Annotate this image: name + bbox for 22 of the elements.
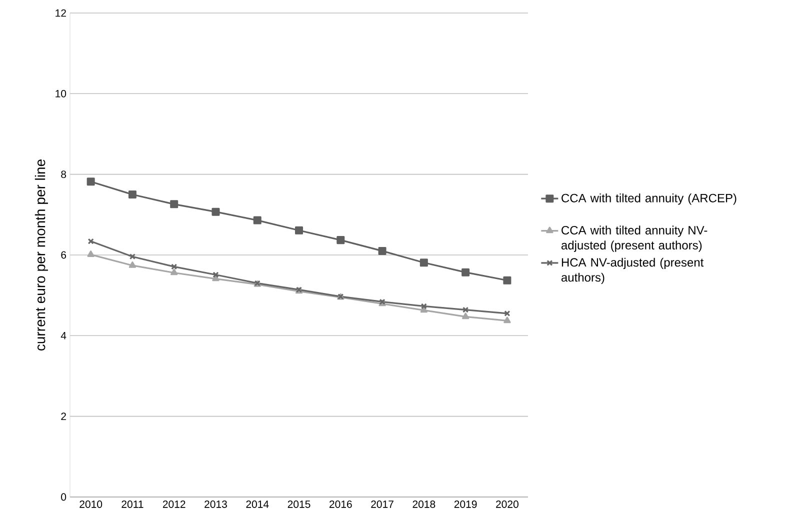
y-tick-label: 2	[61, 412, 66, 420]
x-tick-label: 2015	[288, 500, 310, 508]
x-tick-label: 2016	[330, 500, 352, 508]
y-tick-label: 4	[60, 332, 66, 340]
y-tick-label: 6	[61, 251, 66, 259]
y-axis-title: current euro per month per line	[34, 160, 48, 350]
x-tick-label: 2017	[371, 500, 394, 508]
y-tick-label: 10	[56, 90, 66, 98]
x-tick-label: 2020	[496, 500, 518, 508]
x-tick-label: 2018	[412, 500, 436, 508]
y-tick-label: 8	[61, 170, 66, 178]
legend-label: HCA NV-adjusted (present authors)	[561, 258, 704, 284]
x-tick-label: 2014	[246, 500, 269, 508]
x-tick-label: 2011	[122, 500, 144, 508]
x-tick-label: 2019	[454, 500, 477, 508]
legend-label: CCA with tilted annuity NV-adjusted (present authors)	[561, 226, 708, 252]
legend-label: CCA with tilted annuity (ARCEP)	[562, 194, 736, 205]
x-tick-label: 2013	[204, 500, 227, 508]
y-tick-label: 0	[61, 493, 66, 501]
y-tick-label: 12	[56, 9, 66, 17]
x-tick-label: 2012	[162, 500, 186, 508]
x-tick-label: 2010	[80, 500, 102, 508]
